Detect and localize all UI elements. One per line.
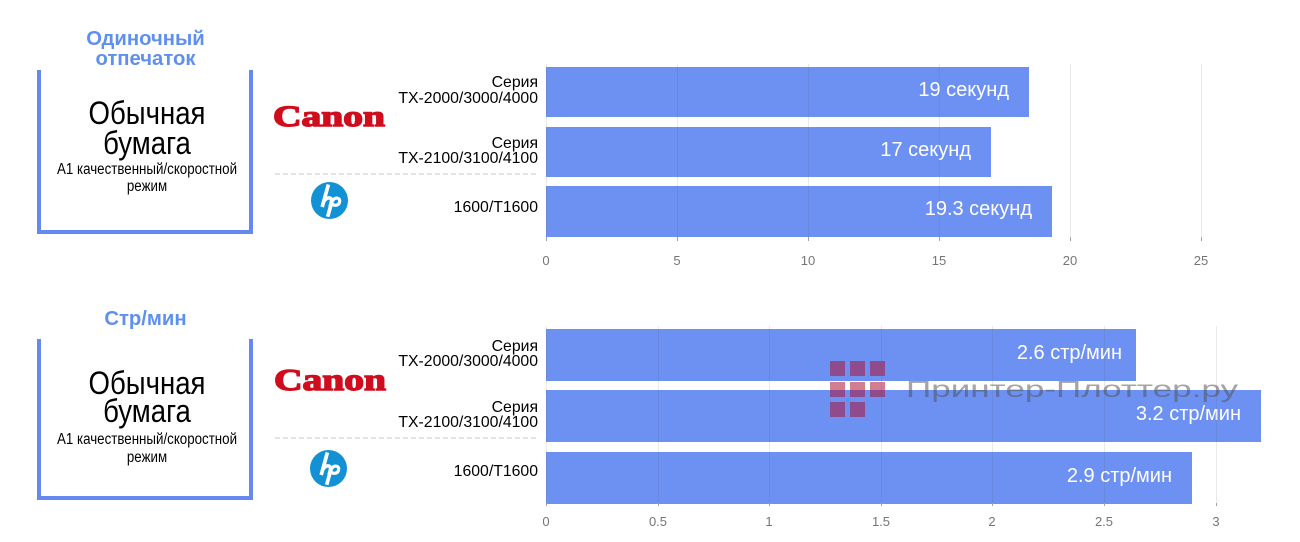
svg-text:Canon: Canon	[274, 368, 386, 392]
svg-text:Canon: Canon	[273, 105, 385, 128]
